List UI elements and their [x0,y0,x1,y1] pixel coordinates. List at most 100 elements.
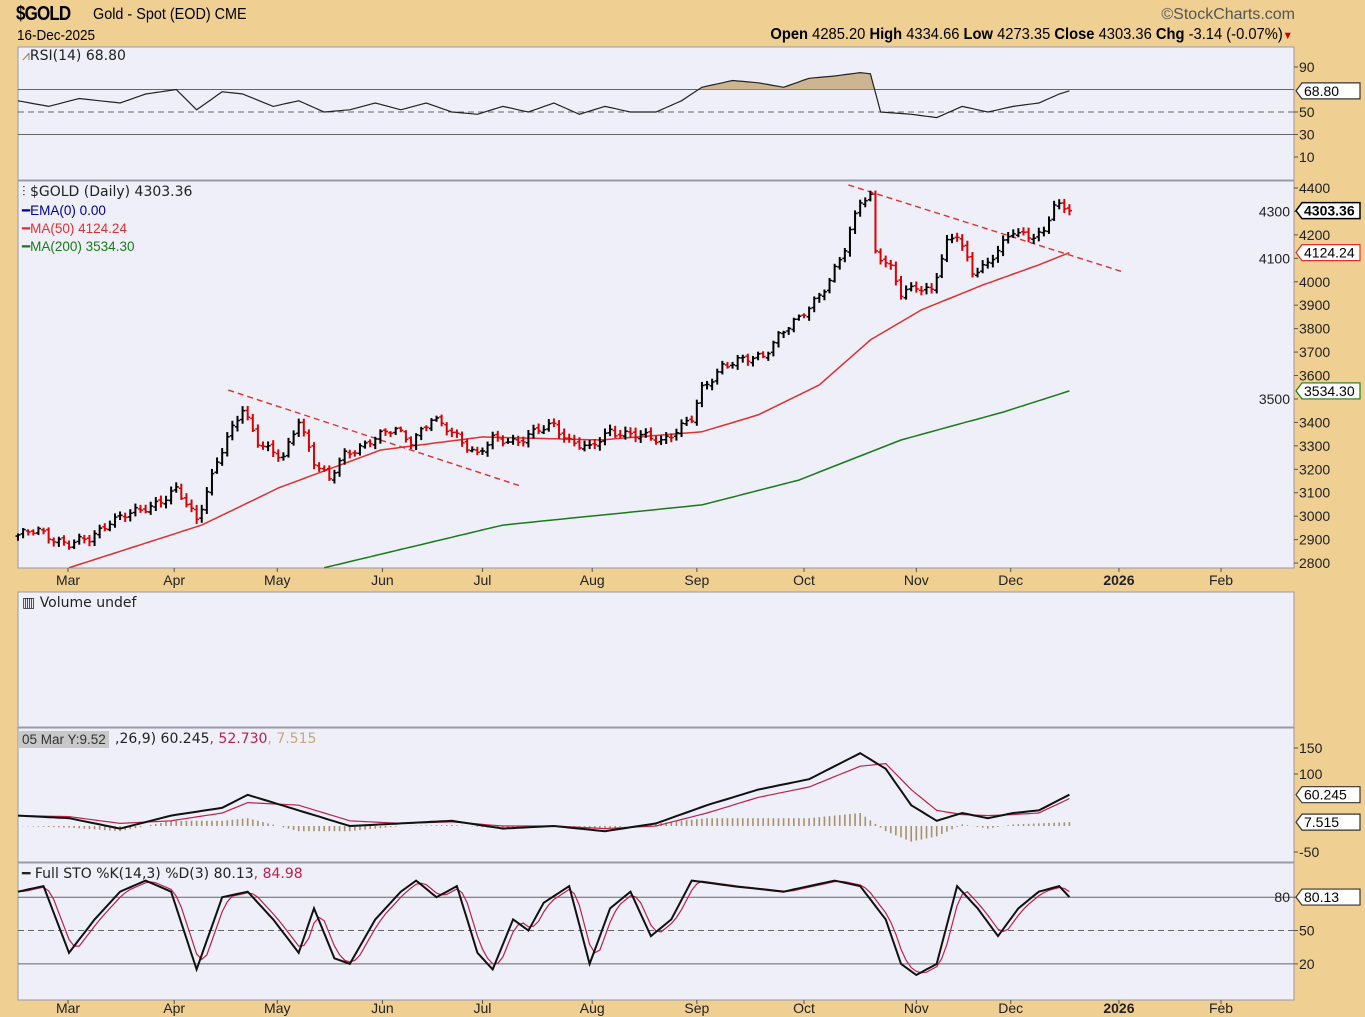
ema-legend-text: EMA(0) 0.00 [30,203,106,218]
chg-value: -3.14 (-0.07%) [1188,26,1283,43]
chg-label: Chg [1156,26,1185,43]
rsi-overbought-fill [18,72,1070,90]
month-label: Jun [371,572,394,588]
low-value: 4273.35 [997,26,1051,43]
price-axis-tick-label: 3700 [1299,344,1330,360]
close-label: Close [1054,26,1095,43]
macd-legend-text: ,26,9) 60.245 [115,731,210,747]
ma50-legend-text: MA(50) 4124.24 [30,221,127,236]
macd-panel [17,727,1295,863]
price-axis-tick-label: 4200 [1299,227,1330,243]
ohlc-bars-icon: ⫶ [22,184,30,200]
rsi-axis-tick-label: 30 [1299,127,1315,143]
down-arrow-icon: ▼ [1282,30,1293,42]
ma200-value-tag: 3534.30 [1295,382,1361,400]
volume-bars-icon: ▥ [22,595,36,611]
rsi-axis-tick-label: 50 [1299,104,1315,120]
month-label: Sep [684,1000,709,1016]
rsi-line [17,71,1070,119]
price-axis-tick-label: 3400 [1299,414,1330,430]
chart-date: 16-Dec-2025 [17,27,96,44]
close-value: 4303.36 [1098,26,1153,43]
price-axis-tick-label: 2900 [1299,532,1330,548]
month-label: Oct [793,1000,815,1016]
price-axis-tick-label: 3500 [1259,391,1290,407]
price-axis-tick-label: 4400 [1299,180,1330,196]
rsi-value-tag: 68.80 [1295,82,1361,100]
sto-axis-tick-label: 50 [1299,923,1315,939]
low-label: Low [963,26,994,43]
rsi-legend: ⩘RSI(14) 68.80 [22,48,126,64]
month-label: Apr [163,572,185,588]
month-label: Dec [998,1000,1023,1016]
crosshair-tooltip: 05 Mar Y:9.52 [19,731,109,748]
trendline [848,184,1124,273]
sto-value-tag-text: 80.13 [1304,889,1339,905]
ma200-legend: ━MA(200) 3534.30 [22,239,135,254]
month-label: May [264,572,290,588]
price-axis-tick-label: 3100 [1299,485,1330,501]
macd-hist-text: , 7.515 [267,731,317,747]
sto-axis-tick-label: 80 [1274,889,1290,905]
vol-panel [17,591,1295,728]
high-value: 4334.66 [906,26,960,43]
month-label: Nov [904,572,929,588]
macd-hist-tag-text: 7.515 [1304,814,1339,830]
month-label: Feb [1209,1000,1233,1016]
sto-d-line [17,880,1070,974]
sto-axis-tick-label: 20 [1299,956,1315,972]
close-value-tag: 4303.36 [1295,201,1361,220]
brand-link[interactable]: ©StockCharts.com [1161,6,1295,23]
macd-signal-text: , 52.730 [209,731,268,747]
rsi-value-tag-text: 68.80 [1304,83,1339,99]
symbol-description: Gold - Spot (EOD) CME [93,6,247,23]
month-label: Jul [474,1000,492,1016]
symbol-title: $GOLD [16,3,71,25]
rsi-axis-tick-label: 10 [1299,149,1315,165]
macd-value-tag-text: 60.245 [1304,787,1347,803]
month-label: Apr [163,1000,185,1016]
ma200-line [324,390,1070,569]
price-axis-tick-label: 3600 [1299,368,1330,384]
month-label: Feb [1209,572,1233,588]
sto-legend-text: Full STO %K(14,3) %D(3) 80.13 [34,866,254,882]
month-label: Dec [998,572,1023,588]
ema-legend: ━EMA(0) 0.00 [22,203,106,218]
month-label: Oct [793,572,815,588]
macd-legend: ,26,9) 60.245, 52.730, 7.515 [115,731,316,747]
month-label: May [264,1000,290,1016]
macd-line [17,752,1070,833]
macd-axis-tick-label: 100 [1299,766,1323,782]
price-legend: ⫶ $GOLD (Daily) 4303.36 [22,184,192,200]
month-label: 2026 [1103,572,1134,588]
macd-axis-tick-label: 150 [1299,740,1323,756]
macd-hist-tag: 7.515 [1295,813,1361,831]
macd-value-tag: 60.245 [1295,786,1361,804]
price-axis-tick-label: 2800 [1299,555,1330,571]
month-label: Mar [56,1000,80,1016]
price-axis-tick-label: 4000 [1299,274,1330,290]
open-label: Open [770,26,809,43]
price-axis-tick-label: 3900 [1299,297,1330,313]
price-axis-tick-label: 4100 [1259,250,1290,266]
ma200-legend-text: MA(200) 3534.30 [30,239,135,254]
month-label: Jun [371,1000,394,1016]
rsi-axis-tick-label: 90 [1299,59,1315,75]
volume-legend: ▥ Volume undef [22,595,136,611]
ma50-value-tag-text: 4124.24 [1304,245,1355,261]
month-label: Nov [904,1000,929,1016]
macd-axis-tick-label: -50 [1299,844,1319,860]
month-label: 2026 [1103,1000,1134,1016]
ma50-value-tag: 4124.24 [1295,244,1361,262]
quote-summary: Open 4285.20 High 4334.66 Low 4273.35 Cl… [771,26,1293,44]
volume-legend-text: Volume undef [39,595,137,611]
high-label: High [869,26,903,43]
ma200-value-tag-text: 3534.30 [1304,383,1355,399]
sto-value-tag: 80.13 [1295,888,1361,906]
month-label: Sep [684,572,709,588]
sto-k-line [17,879,1071,977]
rsi-panel [17,46,1295,181]
month-label: Mar [56,572,80,588]
trendline [228,389,521,487]
